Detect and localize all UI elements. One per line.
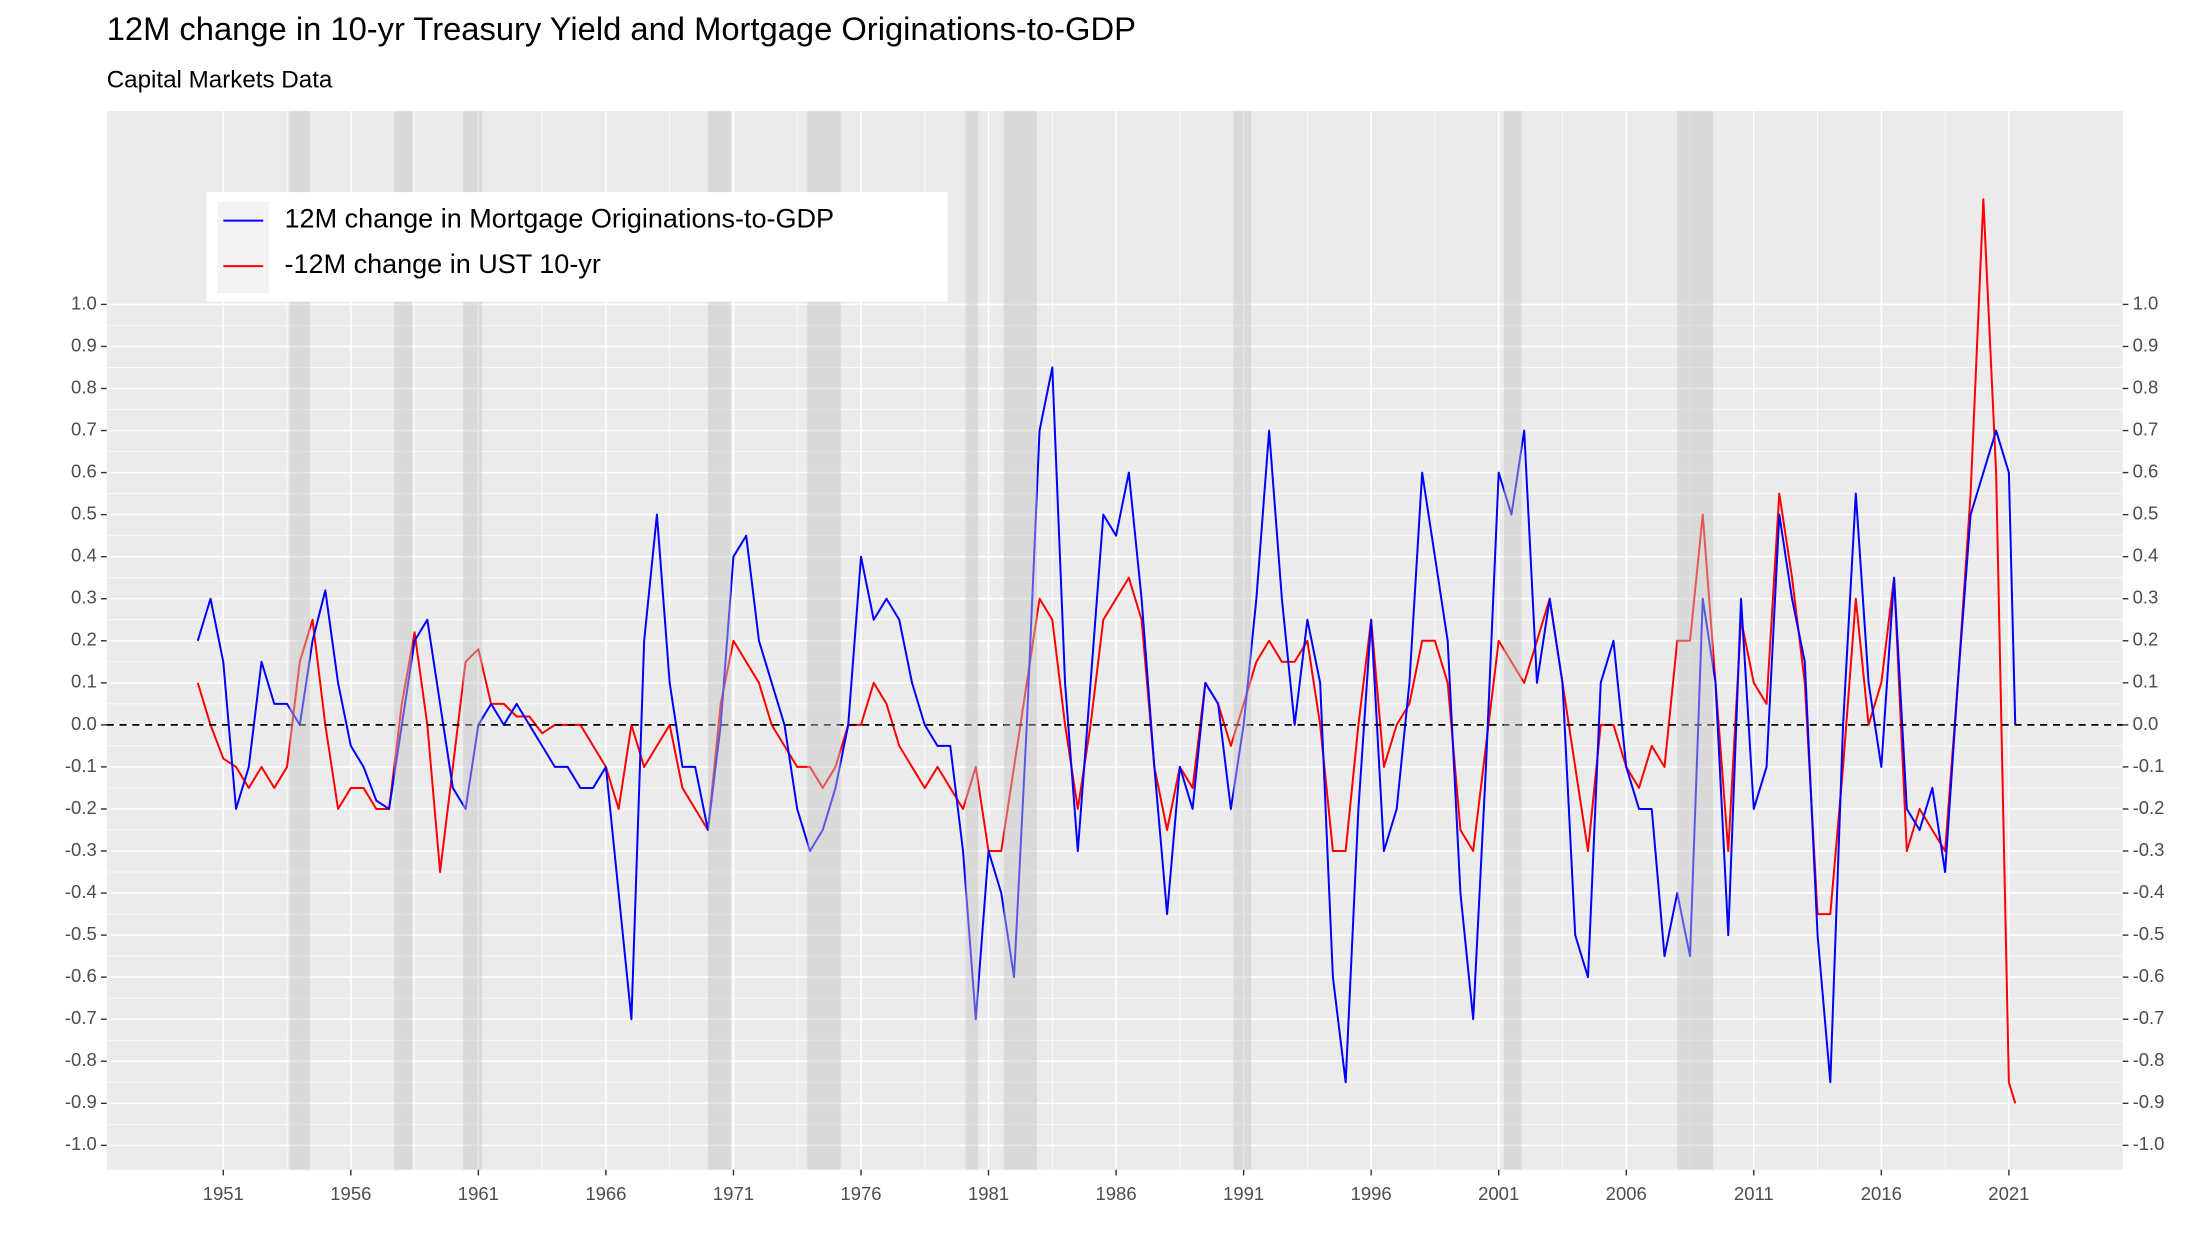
y2-tick-label: -0.8 — [2133, 1049, 2165, 1070]
y2-tick-label: 0.3 — [2133, 587, 2159, 608]
y-tick-label: -0.7 — [65, 1007, 97, 1028]
y2-tick-label: 0.6 — [2133, 460, 2159, 481]
x-tick-label: 1961 — [458, 1183, 499, 1204]
y2-tick-label: 1.0 — [2133, 292, 2159, 313]
y-tick-label: 0.1 — [71, 671, 97, 692]
y-tick-label: -0.9 — [65, 1091, 97, 1112]
recession-band — [289, 110, 311, 1170]
y2-tick-label: -0.4 — [2133, 881, 2165, 902]
y2-tick-label: -0.6 — [2133, 965, 2165, 986]
y2-tick-label: -0.7 — [2133, 1007, 2165, 1028]
y-tick-label: 0.8 — [71, 376, 97, 397]
y-tick-label: 0.0 — [71, 713, 97, 734]
y2-tick-label: -0.1 — [2133, 755, 2165, 776]
y2-tick-label: 0.0 — [2133, 713, 2159, 734]
x-tick-label: 1986 — [1096, 1183, 1137, 1204]
x-tick-label: 2006 — [1606, 1183, 1647, 1204]
x-tick-label: 1951 — [203, 1183, 244, 1204]
y-tick-label: -0.4 — [65, 881, 97, 902]
y2-tick-label: -1.0 — [2133, 1133, 2165, 1154]
y-tick-label: 0.5 — [71, 503, 97, 524]
legend-label: 12M change in Mortgage Originations-to-G… — [285, 204, 835, 234]
x-tick-label: 1981 — [968, 1183, 1009, 1204]
x-tick-label: 2011 — [1734, 1183, 1774, 1204]
y2-tick-label: -0.2 — [2133, 797, 2165, 818]
y2-tick-label: -0.9 — [2133, 1091, 2165, 1112]
axes: -1.0 -1.0 -0.9 -0.9 -0.8 -0.8 -0.7 -0.7 -0.6 -0.6… — [65, 292, 2165, 1204]
x-tick-label: 2001 — [1478, 1183, 1519, 1204]
y-tick-label: 0.3 — [71, 587, 97, 608]
recession-band — [463, 110, 483, 1170]
y2-tick-label: -0.5 — [2133, 923, 2165, 944]
x-tick-label: 1996 — [1351, 1183, 1392, 1204]
x-tick-label: 1971 — [713, 1183, 754, 1204]
y2-tick-label: -0.3 — [2133, 839, 2165, 860]
y2-tick-label: 0.8 — [2133, 376, 2159, 397]
y-tick-label: -0.1 — [65, 755, 97, 776]
chart-title: 12M change in 10-yr Treasury Yield and M… — [107, 10, 1136, 47]
x-tick-label: 1976 — [840, 1183, 881, 1204]
y2-tick-label: 0.7 — [2133, 418, 2159, 439]
y-tick-label: 0.4 — [71, 545, 97, 566]
y2-tick-label: 0.1 — [2133, 671, 2159, 692]
x-tick-label: 1966 — [585, 1183, 626, 1204]
grid — [106, 110, 2123, 1170]
recession-band — [965, 110, 979, 1170]
x-tick-label: 2021 — [1988, 1183, 2029, 1204]
legend-label: -12M change in UST 10-yr — [285, 249, 601, 279]
legend-key-bg — [217, 202, 269, 294]
y-tick-label: -0.3 — [65, 839, 97, 860]
x-tick-label: 1956 — [330, 1183, 371, 1204]
lines — [106, 198, 2123, 1104]
y2-tick-label: 0.9 — [2133, 334, 2159, 355]
recession-band — [1003, 110, 1037, 1170]
legend-box — [206, 192, 948, 302]
y2-tick-label: 0.4 — [2133, 545, 2159, 566]
y-tick-label: -1.0 — [65, 1133, 97, 1154]
y-tick-label: 0.6 — [71, 460, 97, 481]
recession-band — [1503, 110, 1522, 1170]
y-tick-label: 0.2 — [71, 629, 97, 650]
y-tick-label: 1.0 — [71, 292, 97, 313]
x-tick-label: 2016 — [1861, 1183, 1902, 1204]
recession-band — [1677, 110, 1713, 1170]
series-line — [196, 366, 2017, 1084]
recession-band — [394, 110, 413, 1170]
y-tick-label: -0.6 — [65, 965, 97, 986]
y2-tick-label: 0.5 — [2133, 503, 2159, 524]
x-tick-label: 1991 — [1223, 1183, 1264, 1204]
y-tick-label: -0.2 — [65, 797, 97, 818]
recession-band — [707, 110, 731, 1170]
y-tick-label: -0.5 — [65, 923, 97, 944]
chart-subtitle: Capital Markets Data — [107, 67, 333, 94]
y-tick-label: 0.9 — [71, 334, 97, 355]
y-tick-label: 0.7 — [71, 418, 97, 439]
y2-tick-label: 0.2 — [2133, 629, 2159, 650]
y-tick-label: -0.8 — [65, 1049, 97, 1070]
legend: 12M change in Mortgage Originations-to-G… — [206, 192, 948, 302]
recession-band — [1233, 110, 1252, 1170]
